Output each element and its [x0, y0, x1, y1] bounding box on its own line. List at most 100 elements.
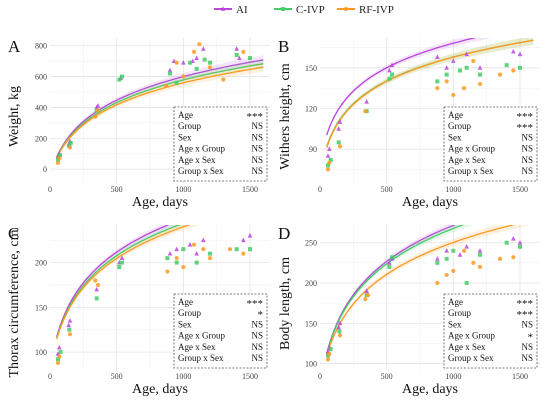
data-point-ai	[517, 51, 523, 57]
data-point-ai	[66, 322, 71, 328]
significance-table: Age *** Group * Sex NS Age x Group NS Age x Sex N…	[173, 293, 268, 369]
data-point-c-ivp	[336, 140, 341, 145]
table-term: Group x Sex	[178, 166, 224, 176]
data-point-ai	[387, 260, 392, 265]
table-significance: NS	[251, 342, 263, 352]
data-point-c-ivp	[174, 80, 179, 85]
table-significance: *	[258, 309, 264, 321]
x-tick-label: 1500	[242, 372, 258, 381]
data-point-c-ivp	[337, 329, 342, 334]
data-point-c-ivp	[451, 248, 456, 253]
confidence-band	[56, 55, 264, 159]
table-significance: ***	[517, 309, 534, 321]
data-point-rf-ivp	[451, 92, 456, 98]
table-box	[173, 106, 268, 182]
data-point-rf-ivp	[497, 256, 503, 261]
data-point-ai	[237, 55, 242, 60]
data-point-rf-ivp	[461, 248, 467, 253]
table-significance: NS	[251, 353, 263, 363]
panel-label: D	[278, 224, 290, 243]
table-significance: NS	[521, 342, 533, 352]
data-point-c-ivp	[435, 79, 440, 84]
data-point-ai	[247, 233, 253, 238]
x-axis-title: Age, days	[132, 382, 188, 397]
table-significance: NS	[251, 331, 263, 341]
data-point-rf-ivp	[227, 247, 233, 252]
x-tick-label: 0	[318, 185, 322, 194]
data-point-c-ivp	[194, 260, 199, 265]
legend-marker	[343, 6, 349, 12]
data-point-ai	[387, 67, 392, 73]
data-point-rf-ivp	[93, 114, 98, 119]
table-term: Group	[448, 308, 471, 318]
data-point-ai	[517, 240, 523, 245]
data-point-c-ivp	[165, 256, 170, 261]
data-point-rf-ivp	[67, 145, 73, 150]
y-tick-label: 100	[305, 360, 317, 369]
data-point-ai	[174, 246, 179, 252]
data-point-rf-ivp	[174, 60, 179, 65]
data-point-ai	[167, 67, 173, 73]
data-point-ai	[364, 98, 369, 104]
data-points	[55, 42, 252, 166]
data-point-ai	[337, 320, 343, 326]
x-tick-label: 1500	[512, 185, 528, 194]
y-tick-label: 150	[35, 303, 47, 312]
data-point-c-ivp	[58, 153, 62, 158]
data-point-ai	[336, 324, 341, 330]
data-point-ai	[389, 62, 395, 68]
data-point-c-ivp	[390, 72, 394, 77]
data-point-c-ivp	[188, 60, 192, 65]
table-term: Age	[178, 297, 193, 307]
y-tick-label: 150	[305, 319, 317, 328]
data-point-c-ivp	[504, 240, 509, 245]
data-point-rf-ivp	[207, 65, 213, 70]
data-point-rf-ivp	[201, 247, 206, 252]
legend-marker	[220, 6, 226, 11]
table-significance: NS	[251, 121, 263, 131]
data-point-rf-ivp	[95, 108, 101, 113]
x-tick-label: 1500	[512, 372, 528, 381]
data-point-ai	[477, 65, 483, 70]
fitted-curve-ai	[326, 225, 456, 354]
table-significance: ***	[517, 298, 534, 310]
table-significance: ***	[247, 111, 264, 123]
data-point-ai	[194, 250, 199, 256]
table-box	[443, 106, 538, 182]
table-term: Age	[178, 110, 193, 120]
data-point-c-ivp	[117, 265, 122, 270]
table-term: Group	[178, 121, 201, 131]
data-point-c-ivp	[208, 251, 212, 256]
data-point-c-ivp	[120, 260, 124, 265]
significance-table: Age *** Group NS Sex NS Age x Group NS Age x Sex…	[173, 106, 268, 182]
data-point-c-ivp	[478, 72, 482, 77]
table-significance: *	[528, 332, 534, 344]
data-point-rf-ivp	[435, 86, 440, 91]
confidence-band	[326, 38, 534, 150]
data-point-c-ivp	[390, 255, 394, 260]
data-point-c-ivp	[248, 247, 252, 252]
fitted-curve-rf-ivp	[56, 225, 191, 340]
y-axis-title: Withers height, cm	[278, 63, 293, 169]
data-point-c-ivp	[435, 260, 440, 265]
data-point-ai	[167, 250, 173, 256]
data-point-rf-ivp	[181, 74, 186, 79]
data-point-rf-ivp	[511, 68, 516, 73]
data-point-rf-ivp	[241, 251, 246, 256]
data-point-ai	[364, 288, 369, 293]
legend: AI C-IVP RF-IVP	[214, 4, 394, 16]
data-point-rf-ivp	[241, 49, 246, 54]
data-point-c-ivp	[387, 76, 392, 81]
data-point-rf-ivp	[181, 264, 186, 270]
table-term: Age	[448, 297, 463, 307]
x-tick-label: 0	[48, 185, 52, 194]
x-tick-label: 1000	[445, 372, 461, 381]
data-point-rf-ivp	[471, 260, 476, 265]
data-point-rf-ivp	[197, 42, 202, 47]
data-point-c-ivp	[181, 247, 186, 252]
y-tick-label: 120	[305, 104, 317, 113]
x-tick-label: 0	[48, 372, 52, 381]
x-axis-title: Age, days	[402, 195, 458, 210]
legend-item: AI	[214, 4, 248, 16]
